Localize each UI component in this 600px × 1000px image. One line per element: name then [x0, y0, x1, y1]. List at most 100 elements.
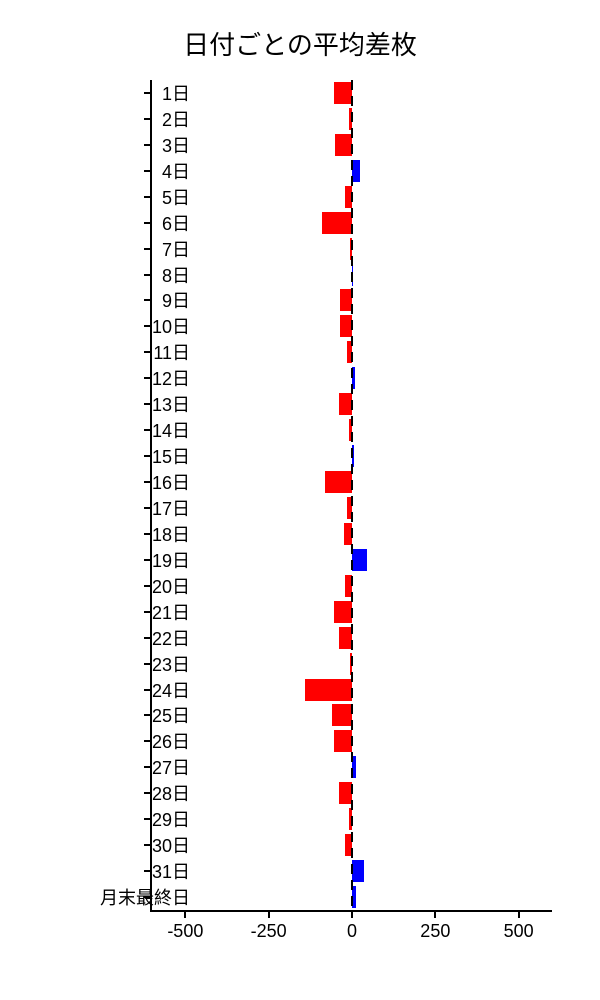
zero-line-dash — [351, 336, 353, 346]
zero-line-dash — [351, 176, 353, 186]
y-tick — [144, 455, 152, 457]
zero-line-dash — [351, 784, 353, 794]
zero-line-dash — [351, 896, 353, 906]
y-axis-label: 21日 — [152, 599, 190, 625]
zero-line-dash — [351, 368, 353, 378]
zero-line-dash — [351, 512, 353, 522]
zero-line-dash — [351, 640, 353, 650]
y-axis-label: 16日 — [152, 469, 190, 495]
y-axis-label: 5日 — [162, 184, 190, 210]
y-tick — [144, 403, 152, 405]
zero-line-dash — [351, 80, 353, 90]
y-axis-label: 17日 — [152, 495, 190, 521]
y-tick — [144, 714, 152, 716]
y-axis-label: 19日 — [152, 547, 190, 573]
zero-line-dash — [351, 816, 353, 826]
x-axis-label: -500 — [167, 921, 203, 942]
x-axis-label: 250 — [420, 921, 450, 942]
bar-row — [339, 393, 352, 415]
y-tick — [144, 766, 152, 768]
y-axis-label: 24日 — [152, 677, 190, 703]
x-axis-label: -250 — [251, 921, 287, 942]
y-axis-label: 1日 — [162, 80, 190, 106]
y-tick — [144, 196, 152, 198]
y-axis-label: 26日 — [152, 728, 190, 754]
y-axis-label: 18日 — [152, 521, 190, 547]
y-tick — [144, 222, 152, 224]
bar-row — [334, 601, 352, 623]
y-tick — [144, 481, 152, 483]
zero-line-dash — [351, 528, 353, 538]
y-tick — [144, 325, 152, 327]
y-tick — [144, 507, 152, 509]
bar-row — [332, 704, 352, 726]
bar-row — [335, 134, 352, 156]
zero-line-dash — [351, 496, 353, 506]
y-axis-label: 13日 — [152, 391, 190, 417]
zero-line-dash — [351, 240, 353, 250]
y-axis-label: 2日 — [162, 106, 190, 132]
zero-line-dash — [351, 560, 353, 570]
y-axis-label: 6日 — [162, 210, 190, 236]
zero-line-dash — [351, 160, 353, 170]
x-tick — [184, 910, 186, 918]
y-tick — [144, 144, 152, 146]
plot-area: -500-2500250500 — [150, 80, 552, 912]
y-axis-label: 9日 — [162, 287, 190, 313]
x-tick — [351, 910, 353, 918]
x-axis-label: 500 — [504, 921, 534, 942]
zero-line-dash — [351, 256, 353, 266]
x-tick — [434, 910, 436, 918]
y-axis-label: 20日 — [152, 573, 190, 599]
chart-title: 日付ごとの平均差枚 — [0, 25, 600, 62]
zero-line-dash — [351, 112, 353, 122]
y-tick — [144, 585, 152, 587]
y-axis-label: 28日 — [152, 780, 190, 806]
y-axis-label: 14日 — [152, 417, 190, 443]
zero-line-dash — [351, 400, 353, 410]
zero-line-dash — [351, 704, 353, 714]
y-axis-label: 22日 — [152, 625, 190, 651]
y-tick — [144, 559, 152, 561]
y-axis-label: 月末最終日 — [100, 884, 190, 910]
zero-line-dash — [351, 416, 353, 426]
zero-line-dash — [351, 320, 353, 330]
y-tick — [144, 274, 152, 276]
zero-line-dash — [351, 832, 353, 842]
y-axis-label: 15日 — [152, 443, 190, 469]
y-tick — [144, 663, 152, 665]
zero-line-dash — [351, 800, 353, 810]
chart-container: 日付ごとの平均差枚 -500-2500250500 1日2日3日4日5日6日7日… — [0, 0, 600, 1000]
y-axis-label: 29日 — [152, 806, 190, 832]
zero-line-dash — [351, 864, 353, 874]
zero-line-dash — [351, 480, 353, 490]
y-axis-label: 7日 — [162, 236, 190, 262]
zero-line-dash — [351, 208, 353, 218]
x-tick — [268, 910, 270, 918]
y-axis-label: 10日 — [152, 313, 190, 339]
zero-line-dash — [351, 464, 353, 474]
zero-line-dash — [351, 224, 353, 234]
bar-row — [334, 82, 352, 104]
y-axis-label: 11日 — [153, 339, 190, 365]
x-tick — [518, 910, 520, 918]
zero-line-dash — [351, 304, 353, 314]
y-tick — [144, 377, 152, 379]
y-axis-label: 23日 — [152, 651, 190, 677]
zero-line-dash — [351, 96, 353, 106]
zero-line-dash — [351, 672, 353, 682]
y-axis-label: 4日 — [162, 158, 190, 184]
zero-line-dash — [351, 608, 353, 618]
zero-line-dash — [351, 352, 353, 362]
zero-line-dash — [351, 144, 353, 154]
zero-line-dash — [351, 432, 353, 442]
y-tick — [144, 351, 152, 353]
zero-line-dash — [351, 192, 353, 202]
bar-row — [325, 471, 352, 493]
y-tick — [144, 689, 152, 691]
y-axis-label: 25日 — [152, 702, 190, 728]
y-axis-label: 8日 — [162, 262, 190, 288]
y-tick — [144, 248, 152, 250]
zero-line-dash — [351, 736, 353, 746]
zero-line-dash — [351, 880, 353, 890]
